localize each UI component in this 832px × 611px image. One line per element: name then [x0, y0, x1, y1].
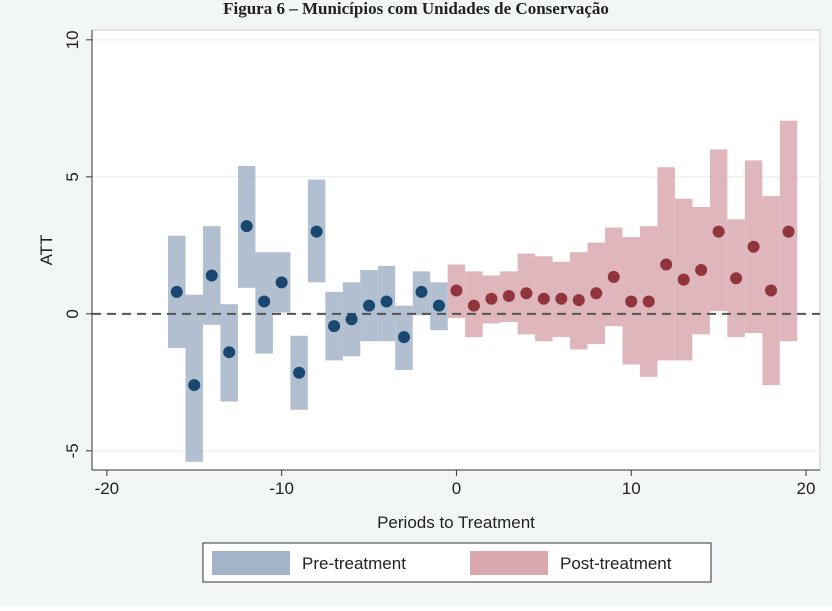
point [415, 285, 428, 298]
point [380, 295, 393, 308]
chart-title: Figura 6 – Municípios com Unidades de Co… [223, 0, 609, 18]
point [398, 331, 410, 344]
point [485, 292, 498, 305]
point [572, 294, 585, 307]
ci-bar [185, 294, 203, 462]
y-tick-label: 5 [63, 172, 82, 181]
point [607, 270, 620, 283]
x-tick-label: 10 [622, 479, 641, 498]
x-axis-label: Periods to Treatment [377, 513, 535, 532]
point [555, 292, 568, 305]
point [730, 272, 743, 285]
point [450, 284, 463, 297]
point [310, 225, 323, 238]
point [345, 313, 358, 326]
x-tick-label: 20 [797, 479, 816, 498]
point [432, 299, 445, 312]
point [660, 258, 673, 271]
point [782, 225, 795, 238]
x-tick-label: -20 [95, 479, 120, 498]
point [293, 366, 306, 379]
point [537, 292, 550, 305]
y-tick-label: 0 [63, 309, 82, 318]
point [625, 295, 638, 308]
point [223, 346, 236, 359]
point [765, 284, 778, 297]
point [205, 269, 218, 282]
point [188, 379, 201, 392]
legend-label: Pre-treatment [302, 554, 406, 573]
y-tick-label: 10 [63, 30, 82, 49]
legend-label: Post-treatment [560, 554, 672, 573]
point [520, 287, 533, 300]
point [275, 276, 288, 289]
x-tick-label: -10 [269, 479, 294, 498]
point [677, 273, 690, 286]
y-axis-label: ATT [37, 235, 56, 266]
point [502, 290, 515, 303]
point [747, 240, 760, 253]
point [170, 285, 183, 298]
point [363, 299, 376, 312]
point [467, 299, 480, 312]
point [642, 295, 655, 308]
point [258, 295, 271, 308]
point [328, 320, 341, 333]
y-tick-label: -5 [63, 443, 82, 458]
legend-swatch [470, 551, 548, 575]
point [240, 220, 253, 233]
point [695, 264, 708, 276]
point [590, 287, 603, 300]
legend-swatch [212, 551, 290, 575]
x-tick-label: 0 [452, 479, 461, 498]
point [712, 225, 725, 238]
